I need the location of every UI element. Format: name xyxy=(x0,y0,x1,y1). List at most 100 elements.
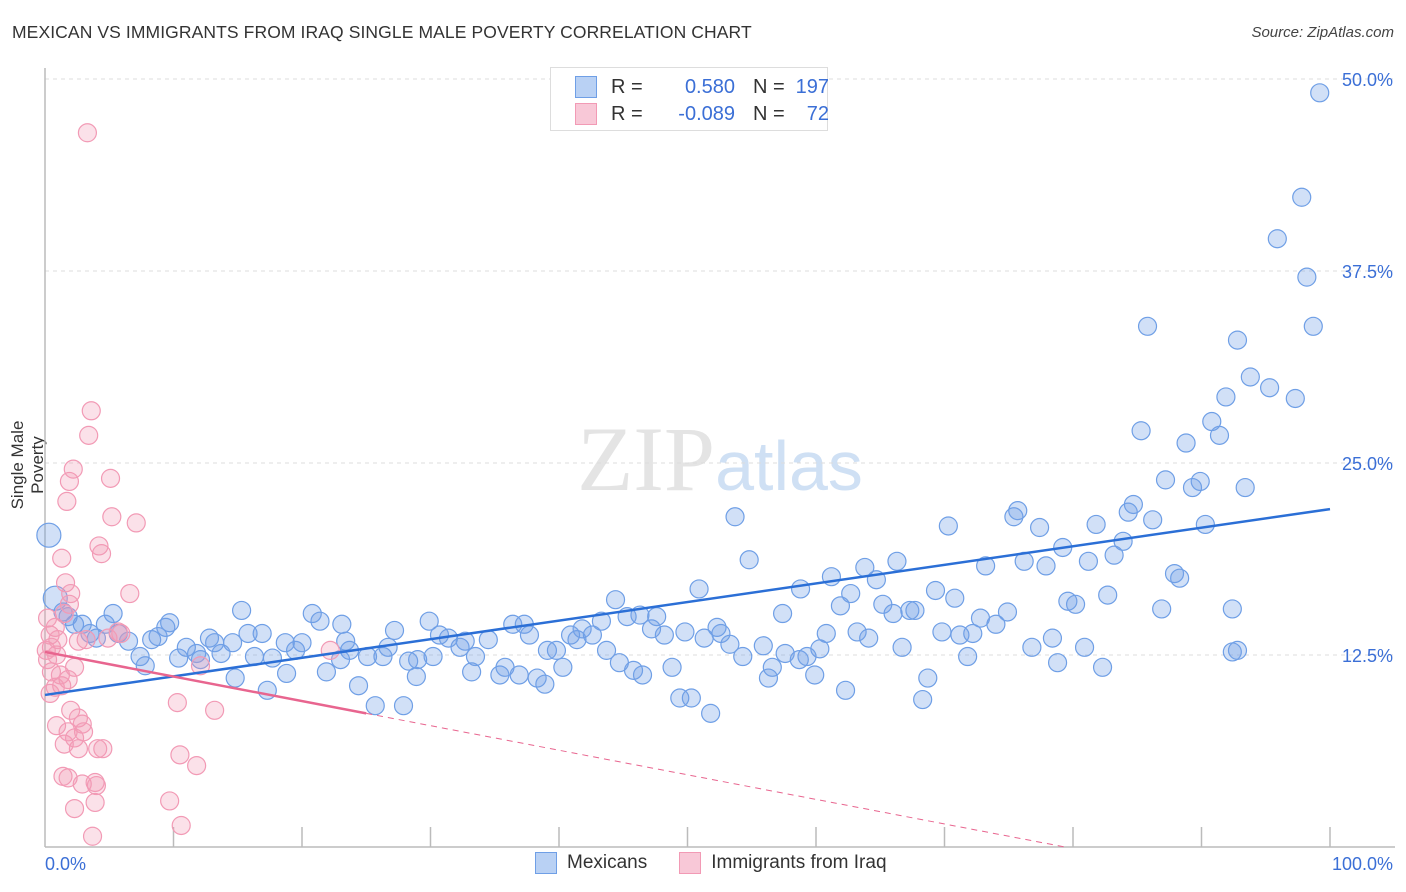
mexicans-point xyxy=(408,650,428,670)
iraq-point xyxy=(88,739,108,759)
iraq-point xyxy=(171,815,191,836)
mexicans-point xyxy=(681,688,701,708)
mexicans-point xyxy=(938,516,958,536)
iraq-point xyxy=(76,630,96,650)
iraq-point xyxy=(77,123,98,143)
mexicans-point xyxy=(632,665,653,685)
mexicans-point xyxy=(130,646,150,667)
iraq-point xyxy=(187,755,207,776)
iraq-point xyxy=(160,791,180,811)
mexicans-point xyxy=(1297,267,1317,287)
mexicans-point xyxy=(365,696,385,716)
iraq-point xyxy=(320,640,340,660)
mexicans-point xyxy=(1260,378,1280,398)
mexicans-point xyxy=(925,580,946,601)
mexicans-point xyxy=(419,611,439,631)
mexicans-point xyxy=(739,550,759,570)
mexicans-point xyxy=(462,662,482,682)
mexicans-point xyxy=(887,551,907,571)
iraq-point xyxy=(81,401,101,421)
mexicans-point xyxy=(816,623,836,644)
mexicans-point xyxy=(1047,653,1068,673)
mexicans-point xyxy=(553,657,573,677)
mexicans-point xyxy=(103,603,123,624)
mexicans-point xyxy=(1240,367,1260,387)
iraq-point xyxy=(86,775,107,796)
mexicans-point xyxy=(1227,330,1248,350)
mexicans-point xyxy=(790,579,811,599)
mexicans-point xyxy=(789,650,809,670)
bottom-legend-iraq: Immigrants from Iraq xyxy=(711,852,887,873)
mexicans-point xyxy=(490,665,510,685)
iraq-point xyxy=(205,700,225,720)
mexicans-point xyxy=(753,636,773,656)
mexicans-point xyxy=(1267,229,1287,249)
mexicans-point xyxy=(986,614,1006,634)
legend-r-label: R = xyxy=(611,102,643,125)
iraq-point xyxy=(102,507,122,527)
iraq-point xyxy=(68,631,89,651)
mexicans-point xyxy=(384,620,405,641)
mexicans-point xyxy=(232,600,252,621)
mexicans-point xyxy=(1098,585,1118,605)
mexicans-point xyxy=(1155,470,1176,490)
chart-title: MEXICAN VS IMMIGRANTS FROM IRAQ SINGLE M… xyxy=(12,22,752,42)
legend-n-value: 197 xyxy=(795,75,829,98)
iraq-point xyxy=(46,716,67,736)
legend-r-label: R = xyxy=(611,75,643,98)
legend-swatch-blue xyxy=(575,76,597,98)
mexicans-point xyxy=(932,622,952,642)
mexicans-point xyxy=(1222,599,1242,619)
mexicans-point xyxy=(519,625,540,645)
mexicans-point xyxy=(976,556,996,576)
iraq-point xyxy=(58,768,78,788)
mexicans-point xyxy=(1078,551,1099,571)
iraq-point xyxy=(63,459,83,479)
iraq-point xyxy=(85,792,105,813)
iraq-point xyxy=(89,536,109,556)
mexicans-point xyxy=(905,600,925,621)
iraq-point xyxy=(59,471,80,492)
legend-n-label: N = xyxy=(753,75,785,98)
mexicans-point xyxy=(918,668,938,688)
iraq-point xyxy=(120,583,140,604)
mexicans-point xyxy=(211,643,231,664)
mexicans-point xyxy=(535,674,555,694)
mexicans-point xyxy=(373,646,393,667)
mexicans-point xyxy=(527,668,547,688)
mexicans-point xyxy=(859,628,879,648)
iraq-point xyxy=(52,676,72,696)
x-tick-label: 0.0% xyxy=(45,854,86,874)
bottom-legend-swatch-iraq xyxy=(679,852,702,874)
mexicans-point xyxy=(662,657,682,677)
iraq-point xyxy=(91,544,112,564)
mexicans-point xyxy=(169,648,189,668)
iraq-point xyxy=(111,623,131,644)
mexicans-point xyxy=(1209,425,1230,445)
iraq-point xyxy=(61,700,81,720)
iraq-point xyxy=(55,573,76,593)
iraq-point xyxy=(93,739,113,759)
iraq-point xyxy=(52,548,72,568)
bottom-legend-mexicans: Mexicans xyxy=(567,852,648,873)
mexicans-point xyxy=(1190,471,1210,492)
iraq-point xyxy=(82,826,103,846)
iraq-point xyxy=(72,774,92,794)
legend: R = 0.580 N = 197 R = -0.089 N = 72 xyxy=(550,67,829,131)
mexicans-point xyxy=(1058,591,1078,611)
mexicans-point xyxy=(670,688,690,708)
mexicans-point xyxy=(609,653,629,673)
mexicans-trend-line xyxy=(44,507,1331,697)
mexicans-point xyxy=(572,619,592,639)
mexicans-point xyxy=(262,648,283,668)
mexicans-point xyxy=(892,637,912,657)
mexicans-point xyxy=(762,657,782,677)
mexicans-point xyxy=(276,663,297,684)
mexicans-point xyxy=(582,625,603,645)
mexicans-point xyxy=(883,603,903,624)
mexicans-point xyxy=(465,646,486,667)
legend-swatch-pink xyxy=(575,103,597,125)
iraq-point xyxy=(98,628,118,648)
mexicans-point xyxy=(1303,316,1323,336)
mexicans-point xyxy=(913,689,933,710)
